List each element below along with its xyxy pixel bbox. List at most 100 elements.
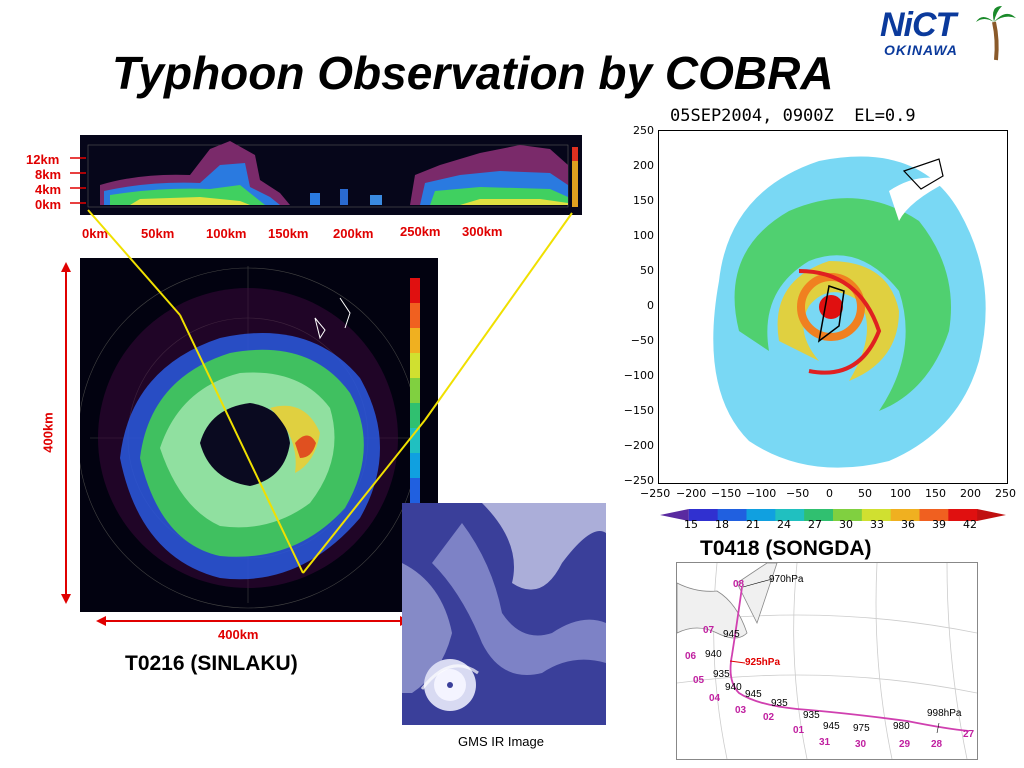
colorbar-segment [890, 509, 920, 521]
y-tick: −250 [623, 474, 654, 487]
x-tick: −150 [711, 487, 742, 500]
track-pressure-label: 998hPa [927, 708, 962, 719]
colorbar-tick: 36 [901, 518, 915, 531]
range-label-50km: 50km [141, 226, 175, 241]
nict-okinawa-logo: NiCT OKINAWA [876, 4, 1016, 64]
gms-satellite-image [402, 503, 606, 725]
track-pressure-label: 945 [745, 689, 762, 700]
track-day-label: 03 [735, 705, 747, 716]
y-tick: −200 [623, 439, 654, 452]
left-radar-ppi-image [80, 258, 438, 612]
y-tick: 250 [633, 124, 654, 137]
x-tick: 100 [890, 487, 911, 500]
colorbar-segment [804, 509, 834, 521]
track-day-label: 05 [693, 675, 705, 686]
colorbar-tick: 15 [684, 518, 698, 531]
x-tick: −100 [746, 487, 777, 500]
track-day-label: 27 [963, 729, 975, 740]
colorbar-segment [977, 509, 1006, 521]
right-ppi-header: 05SEP2004, 0900Z EL=0.9 [670, 106, 916, 126]
height-label-8km: 8km [35, 167, 62, 182]
right-ppi-caption: T0418 (SONGDA) [700, 537, 872, 560]
y-tick: 150 [633, 194, 654, 207]
range-label-0km: 0km [82, 226, 109, 241]
left-ppi-width-label: 400km [218, 627, 259, 642]
track-pressure-label: 940 [725, 682, 742, 693]
track-highlight-pressure: 925hPa [745, 657, 781, 668]
track-pressure-label: 945 [723, 629, 740, 640]
track-day-label: 06 [685, 651, 697, 662]
range-label-100km: 100km [206, 226, 247, 241]
range-label-150km: 150km [268, 226, 309, 241]
track-day-label: 07 [703, 625, 715, 636]
left-ppi-height-label: 400km [40, 412, 56, 453]
colorbar-tick: 24 [777, 518, 791, 531]
track-pressure-label: 940 [705, 649, 722, 660]
cross-section-image [80, 135, 582, 215]
track-day-label: 31 [819, 737, 831, 748]
right-ppi-x-axis: −250 −200 −150 −100 −50 0 50 100 150 200… [640, 487, 1020, 503]
colorbar-segment [919, 509, 949, 521]
page-title: Typhoon Observation by COBRA [112, 47, 834, 99]
y-tick: −150 [623, 404, 654, 417]
logo-text: NiCT [880, 6, 956, 44]
colorbar-segment [833, 509, 863, 521]
colorbar-tick: 30 [839, 518, 853, 531]
y-tick: 0 [647, 299, 654, 312]
track-pressure-label: 935 [713, 669, 730, 680]
x-tick: 200 [960, 487, 981, 500]
right-ppi-y-axis: 250 200 150 100 50 0 −50 −100 −150 −200 … [612, 124, 656, 488]
track-pressure-label: 935 [771, 698, 788, 709]
colorbar-segment [660, 509, 689, 521]
colorbar-segment [861, 509, 892, 521]
typhoon-track-map: 08 970hPa 07 945 06 940 925hPa 05 935 04… [676, 562, 978, 760]
track-pressure-label: 935 [803, 710, 820, 721]
colorbar-segment [775, 509, 805, 521]
colorbar-segment [948, 509, 978, 521]
x-tick: −50 [786, 487, 810, 500]
colorbar-tick: 21 [746, 518, 760, 531]
track-day-label: 04 [709, 693, 721, 704]
y-tick: 100 [633, 229, 654, 242]
y-tick: 200 [633, 159, 654, 172]
track-pressure-label: 980 [893, 721, 910, 732]
y-tick: 50 [640, 264, 654, 277]
height-tick-marks [70, 157, 86, 204]
colorbar-segment [688, 509, 719, 521]
satellite-caption: GMS IR Image [458, 734, 544, 749]
colorbar-segment [717, 509, 747, 521]
x-tick: 50 [858, 487, 872, 500]
track-pressure-label: 975 [853, 723, 870, 734]
colorbar-tick: 18 [715, 518, 729, 531]
left-ppi-caption: T0216 (SINLAKU) [125, 652, 298, 675]
x-tick: −250 [640, 487, 671, 500]
x-tick: −200 [676, 487, 707, 500]
track-day-label: 30 [855, 739, 867, 750]
colorbar-tick: 33 [870, 518, 884, 531]
height-label-4km: 4km [35, 182, 62, 197]
right-ppi-colorbar-ticks: 15 18 21 24 27 30 33 36 39 42 [660, 518, 1006, 532]
track-day-label: 29 [899, 739, 911, 750]
range-label-300km: 300km [462, 224, 503, 239]
x-tick: 0 [826, 487, 833, 500]
track-day-label: 02 [763, 712, 775, 723]
height-label-12km: 12km [26, 152, 60, 167]
palm-tree-icon [976, 6, 1016, 61]
track-pressure-label: 970hPa [769, 574, 804, 585]
right-ppi-colorbar [660, 508, 1006, 521]
y-tick: −100 [623, 369, 654, 382]
x-tick: 250 [995, 487, 1016, 500]
track-day-label: 01 [793, 725, 805, 736]
track-pressure-label: 945 [823, 721, 840, 732]
range-label-200km: 200km [333, 226, 374, 241]
right-radar-ppi-plot [658, 130, 1008, 484]
y-tick: −50 [630, 334, 654, 347]
range-label-250km: 250km [400, 224, 441, 239]
track-day-label: 28 [931, 739, 943, 750]
logo-subtitle: OKINAWA [884, 42, 958, 58]
colorbar-tick: 42 [963, 518, 977, 531]
colorbar-tick: 27 [808, 518, 822, 531]
colorbar-segment [746, 509, 776, 521]
x-tick: 150 [925, 487, 946, 500]
